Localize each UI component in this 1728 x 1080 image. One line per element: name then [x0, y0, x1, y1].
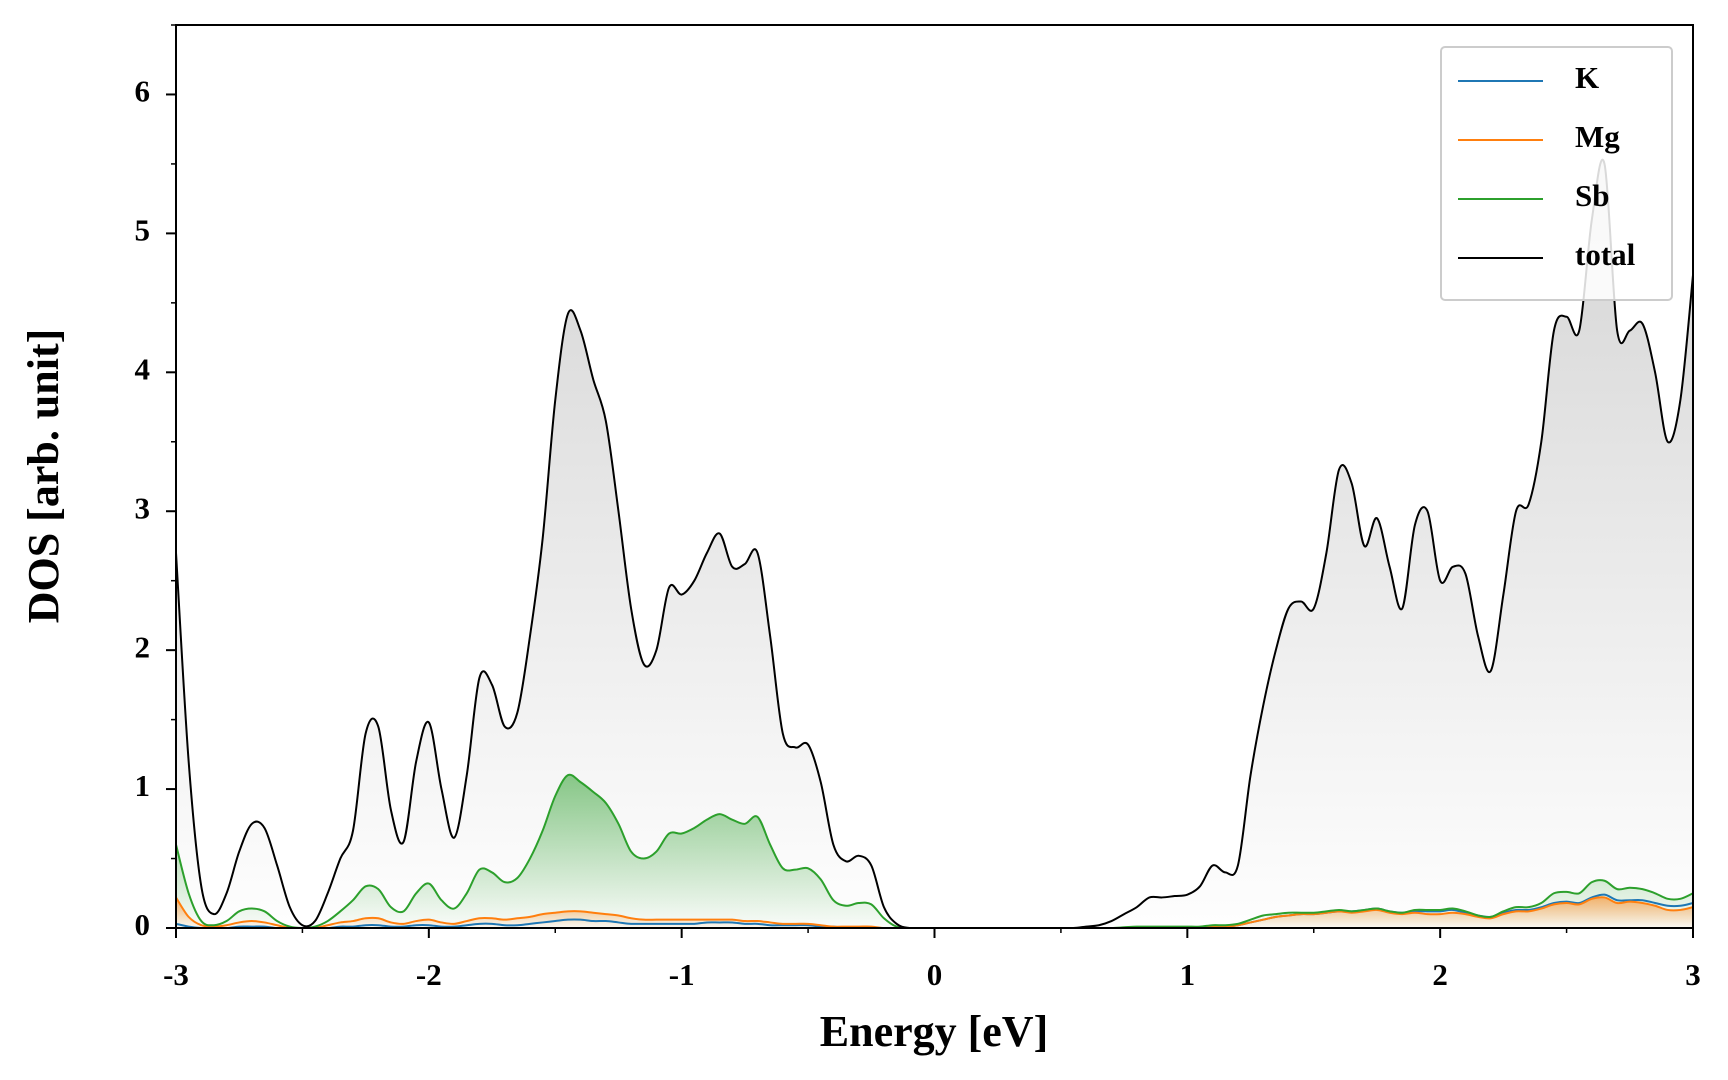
- area-fill: [176, 774, 1693, 928]
- y-tick-label: 2: [135, 629, 151, 664]
- x-tick-label: 0: [927, 957, 943, 992]
- plot-area: [176, 158, 1693, 928]
- line-mg: [176, 896, 1693, 928]
- x-tick-label: 3: [1685, 957, 1701, 992]
- x-tick-label: -3: [163, 957, 189, 992]
- y-tick-label: 6: [135, 74, 151, 109]
- y-tick-label: 0: [135, 907, 151, 942]
- x-axis-label: Energy [eV]: [820, 1007, 1049, 1056]
- line-total: [176, 158, 1693, 928]
- x-tick-label: -2: [416, 957, 442, 992]
- line-k: [176, 893, 1693, 928]
- y-tick-label: 5: [135, 212, 151, 247]
- legend-label: K: [1575, 60, 1599, 95]
- area-fill: [176, 159, 1693, 928]
- legend-box: [1440, 46, 1673, 301]
- x-tick-label: 1: [1180, 957, 1196, 992]
- legend-label: total: [1575, 237, 1636, 272]
- x-tick-label: -1: [669, 957, 695, 992]
- y-axis-label: DOS [arb. unit]: [19, 329, 68, 624]
- legend: K Mg Sb total: [1440, 46, 1673, 301]
- y-tick-label: 1: [135, 768, 151, 803]
- x-tick-label: 2: [1432, 957, 1448, 992]
- line-sb: [176, 773, 1693, 928]
- y-tick-label: 4: [135, 351, 151, 386]
- y-tick-label: 3: [135, 490, 151, 525]
- legend-label: Mg: [1575, 119, 1620, 154]
- legend-label: Sb: [1575, 178, 1609, 213]
